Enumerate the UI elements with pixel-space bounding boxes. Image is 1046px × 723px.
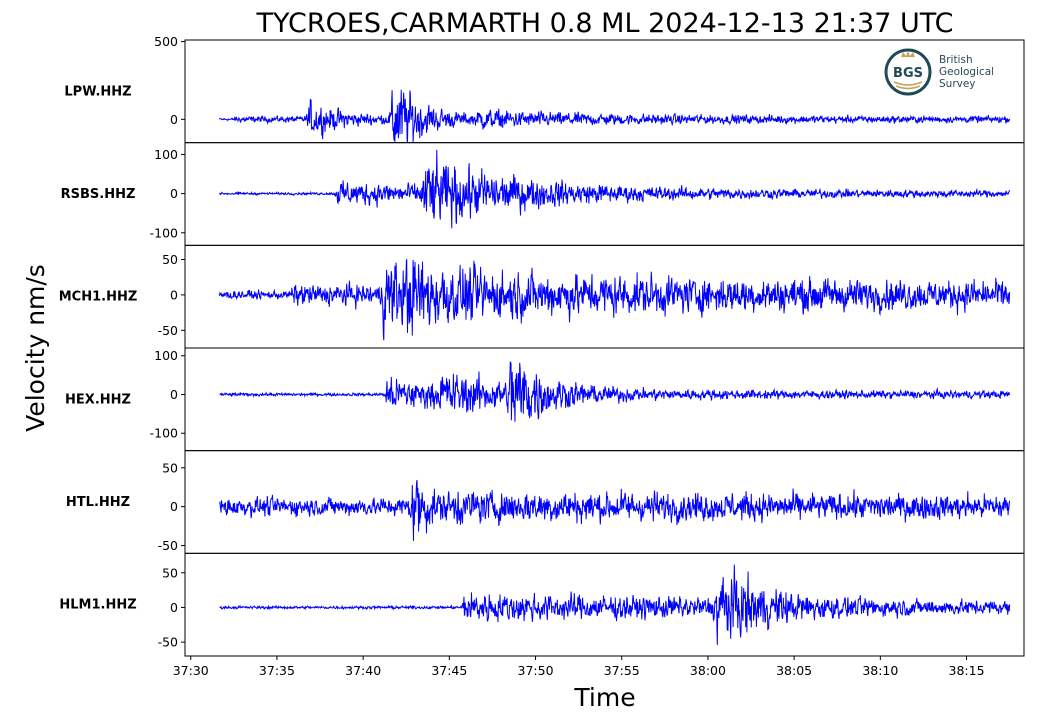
logo-crown-icon [901, 51, 915, 57]
y-tick-label: 0 [170, 287, 178, 302]
waveform-trace [219, 564, 1011, 645]
waveform-trace [219, 479, 1011, 541]
x-tick-label: 38:10 [862, 663, 898, 678]
station-label: LPW.HHZ [64, 84, 131, 99]
x-tick-label: 37:55 [604, 663, 640, 678]
logo-line-2: Geological [939, 66, 994, 78]
x-tick-label: 38:05 [776, 663, 812, 678]
logo-initials: BGS [893, 66, 923, 81]
x-tick-label: 37:30 [173, 663, 209, 678]
waveform-trace [219, 361, 1011, 422]
y-tick-label: 500 [154, 34, 178, 49]
y-tick-label: -50 [158, 538, 178, 553]
y-tick-label: 50 [162, 252, 178, 267]
y-tick-label: 0 [170, 112, 178, 127]
x-axis: 37:30 37:35 37:40 37:45 37:50 37:55 38:00 38:05… [173, 656, 985, 678]
x-tick-label: 37:50 [518, 663, 554, 678]
chart-title: TYCROES,CARMARTH 0.8 ML 2024-12-13 21:37… [255, 8, 953, 39]
y-tick-label: -100 [150, 225, 178, 240]
y-tick-label: 0 [170, 387, 178, 402]
bgs-logo: BGS British Geological Survey [884, 48, 994, 96]
x-tick-label: 38:15 [949, 663, 985, 678]
logo-line-1: British [939, 54, 973, 66]
y-axis-label: Velocity nm/s [21, 264, 50, 432]
logo-waves [893, 81, 923, 90]
station-label: HLM1.HHZ [59, 598, 136, 613]
y-tick-label: -50 [158, 323, 178, 338]
y-tick-label: 0 [170, 600, 178, 615]
y-tick-label: 100 [154, 147, 178, 162]
y-tick-label: 0 [170, 499, 178, 514]
station-label: MCH1.HHZ [59, 290, 138, 305]
station-label: HTL.HHZ [66, 495, 130, 510]
panel-frame [184, 347, 1025, 452]
trace-panels: LPW.HHZ5000RSBS.HHZ1000-100MCH1.HHZ500-5… [59, 34, 1025, 657]
panel-frame [184, 552, 1025, 657]
y-tick-label: 50 [162, 460, 178, 475]
x-axis-label: Time [573, 683, 635, 712]
logo-line-3: Survey [939, 78, 976, 90]
x-tick-label: 37:40 [345, 663, 381, 678]
waveform-trace [219, 89, 1011, 143]
y-tick-label: 0 [170, 186, 178, 201]
x-tick-label: 37:35 [259, 663, 295, 678]
x-tick-label: 37:45 [431, 663, 467, 678]
x-tick-label: 38:00 [690, 663, 726, 678]
y-tick-label: -100 [150, 426, 178, 441]
y-tick-label: -50 [158, 635, 178, 650]
waveform-trace [219, 149, 1011, 229]
station-label: HEX.HHZ [65, 392, 131, 407]
waveform-trace [219, 259, 1011, 341]
y-tick-label: 100 [154, 348, 178, 363]
station-label: RSBS.HHZ [61, 187, 136, 202]
y-tick-label: 50 [162, 565, 178, 580]
